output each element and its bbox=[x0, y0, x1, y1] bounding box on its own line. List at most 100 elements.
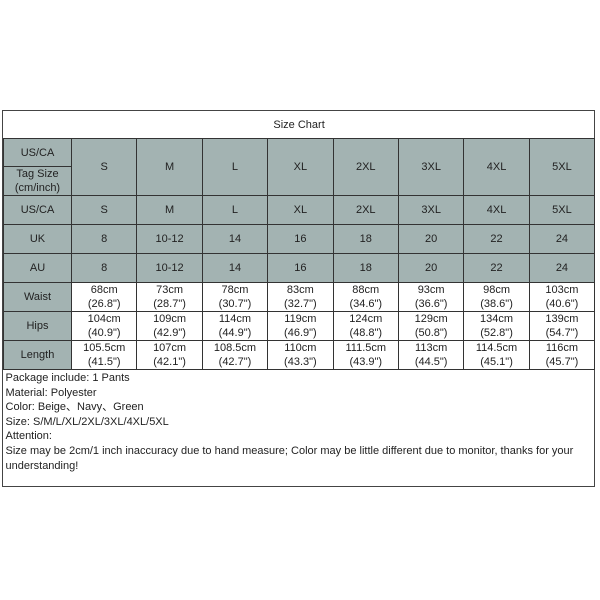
size-cell: M bbox=[136, 195, 203, 225]
cm-value: 124cm bbox=[349, 313, 383, 325]
inch-value: (42.7") bbox=[218, 356, 252, 368]
size-cell: 24 bbox=[528, 253, 596, 283]
size-cell: 14 bbox=[201, 253, 269, 283]
inch-value: (50.8") bbox=[414, 327, 448, 339]
size-cell: 10-12 bbox=[136, 253, 203, 283]
inch-value: (54.7") bbox=[545, 327, 579, 339]
measurement-cell: 105.5cm (41.5") bbox=[70, 340, 138, 370]
measurement-cell: 111.5cm (43.9") bbox=[332, 340, 399, 370]
cm-value: 139cm bbox=[545, 313, 579, 325]
tag-size-cell: M bbox=[136, 138, 203, 196]
measurement-cell: 88cm (34.6") bbox=[332, 282, 399, 312]
row-label: UK bbox=[3, 224, 72, 254]
size-cell: 4XL bbox=[463, 195, 530, 225]
us-ca-header: US/CA bbox=[3, 138, 72, 167]
size-cell: 18 bbox=[332, 224, 399, 254]
table-row: Waist 68cm (26.8") 73cm (28.7") 78cm (30.7") 83… bbox=[3, 282, 596, 312]
size-cell: 20 bbox=[397, 253, 465, 283]
inch-value: (38.6") bbox=[480, 298, 513, 310]
measurement-cell: 83cm (32.7") bbox=[267, 282, 334, 312]
measurement-cell: 119cm (46.9") bbox=[267, 311, 334, 341]
cm-value: 134cm bbox=[480, 313, 514, 325]
cm-value: 116cm bbox=[545, 342, 579, 354]
measurement-cell: 129cm (50.8") bbox=[397, 311, 465, 341]
measurement-cell: 109cm (42.9") bbox=[136, 311, 203, 341]
cm-value: 93cm bbox=[417, 284, 445, 296]
measurement-cell: 113cm (44.5") bbox=[397, 340, 465, 370]
size-cell: 16 bbox=[267, 253, 334, 283]
measurement-cell: 110cm (43.3") bbox=[267, 340, 334, 370]
inch-value: (40.9") bbox=[87, 327, 121, 339]
row-label: AU bbox=[3, 253, 72, 283]
inch-value: (45.7") bbox=[545, 356, 579, 368]
inch-value: (41.5") bbox=[87, 356, 121, 368]
inch-value: (36.6") bbox=[414, 298, 448, 310]
inch-value: (44.9") bbox=[218, 327, 252, 339]
cm-value: 83cm bbox=[286, 284, 314, 296]
inch-value: (46.9") bbox=[284, 327, 317, 339]
measurement-cell: 93cm (36.6") bbox=[397, 282, 465, 312]
size-cell: 22 bbox=[463, 253, 530, 283]
size-cell: 14 bbox=[201, 224, 269, 254]
inch-value: (45.1") bbox=[480, 356, 513, 368]
size-cell: S bbox=[70, 195, 138, 225]
measurement-cell: 114.5cm (45.1") bbox=[463, 340, 530, 370]
cm-value: 114.5cm bbox=[475, 342, 518, 354]
table-row: UK 8 10-12 14 16 18 20 22 24 bbox=[3, 224, 596, 254]
note-line: Size may be 2cm/1 inch inaccuracy due to… bbox=[5, 444, 574, 472]
product-notes: Package include: 1 Pants Material: Polyes… bbox=[4, 370, 595, 475]
inch-value: (28.7") bbox=[153, 298, 186, 310]
cm-value: 113cm bbox=[415, 342, 448, 354]
cm-value: 129cm bbox=[414, 313, 448, 325]
cm-value: 73cm bbox=[156, 284, 184, 296]
cm-value: 107cm bbox=[153, 342, 187, 354]
size-cell: 10-12 bbox=[136, 224, 203, 254]
measurement-cell: 107cm (42.1") bbox=[136, 340, 203, 370]
cm-value: 104cm bbox=[87, 313, 121, 325]
size-cell: 24 bbox=[528, 224, 596, 254]
inch-value: (44.5") bbox=[414, 356, 448, 368]
measurement-cell: 78cm (30.7") bbox=[201, 282, 269, 312]
inch-value: (43.9") bbox=[349, 356, 383, 368]
measurement-cell: 116cm (45.7") bbox=[528, 340, 596, 370]
tag-size-cell: 3XL bbox=[397, 138, 465, 196]
tag-size-cell: XL bbox=[267, 138, 334, 196]
size-chart-table: Size Chart US/CA S M L XL 2XL 3XL 4XL 5XL Tag Si… bbox=[3, 111, 596, 475]
measurement-label: Hips bbox=[3, 311, 72, 341]
inch-value: (26.8") bbox=[87, 298, 121, 310]
tag-size-cell: L bbox=[201, 138, 269, 196]
inch-value: (42.1") bbox=[153, 356, 186, 368]
size-cell: 5XL bbox=[528, 195, 596, 225]
table-row: Hips 104cm (40.9") 109cm (42.9") 114cm (44.9")… bbox=[3, 311, 596, 341]
size-cell: 8 bbox=[70, 224, 138, 254]
measurement-cell: 114cm (44.9") bbox=[201, 311, 269, 341]
cm-value: 103cm bbox=[545, 284, 579, 296]
cm-value: 98cm bbox=[483, 284, 510, 296]
tag-size-cell: 4XL bbox=[463, 138, 530, 196]
inch-value: (32.7") bbox=[284, 298, 317, 310]
measurement-cell: 73cm (28.7") bbox=[136, 282, 203, 312]
tag-size-header: Tag Size (cm/inch) bbox=[3, 166, 72, 196]
size-cell: 8 bbox=[70, 253, 138, 283]
table-row: AU 8 10-12 14 16 18 20 22 24 bbox=[3, 253, 596, 283]
measurement-cell: 98cm (38.6") bbox=[463, 282, 530, 312]
measurement-cell: 68cm (26.8") bbox=[70, 282, 138, 312]
size-cell: 3XL bbox=[397, 195, 465, 225]
tag-size-cell: 2XL bbox=[332, 138, 399, 196]
cm-value: 119cm bbox=[284, 313, 317, 325]
size-cell: 2XL bbox=[332, 195, 399, 225]
size-cell: XL bbox=[267, 195, 334, 225]
cm-value: 88cm bbox=[352, 284, 380, 296]
cm-value: 110cm bbox=[284, 342, 317, 354]
inch-value: (42.9") bbox=[153, 327, 186, 339]
measurement-cell: 139cm (54.7") bbox=[528, 311, 596, 341]
tag-size-cell: S bbox=[70, 138, 138, 196]
measurement-cell: 124cm (48.8") bbox=[332, 311, 399, 341]
cm-value: 108.5cm bbox=[213, 342, 257, 354]
size-cell: 22 bbox=[463, 224, 530, 254]
measurement-cell: 108.5cm (42.7") bbox=[201, 340, 269, 370]
row-label: US/CA bbox=[3, 195, 72, 225]
measurement-cell: 134cm (52.8") bbox=[463, 311, 530, 341]
size-cell: 18 bbox=[332, 253, 399, 283]
cm-value: 105.5cm bbox=[83, 342, 126, 354]
